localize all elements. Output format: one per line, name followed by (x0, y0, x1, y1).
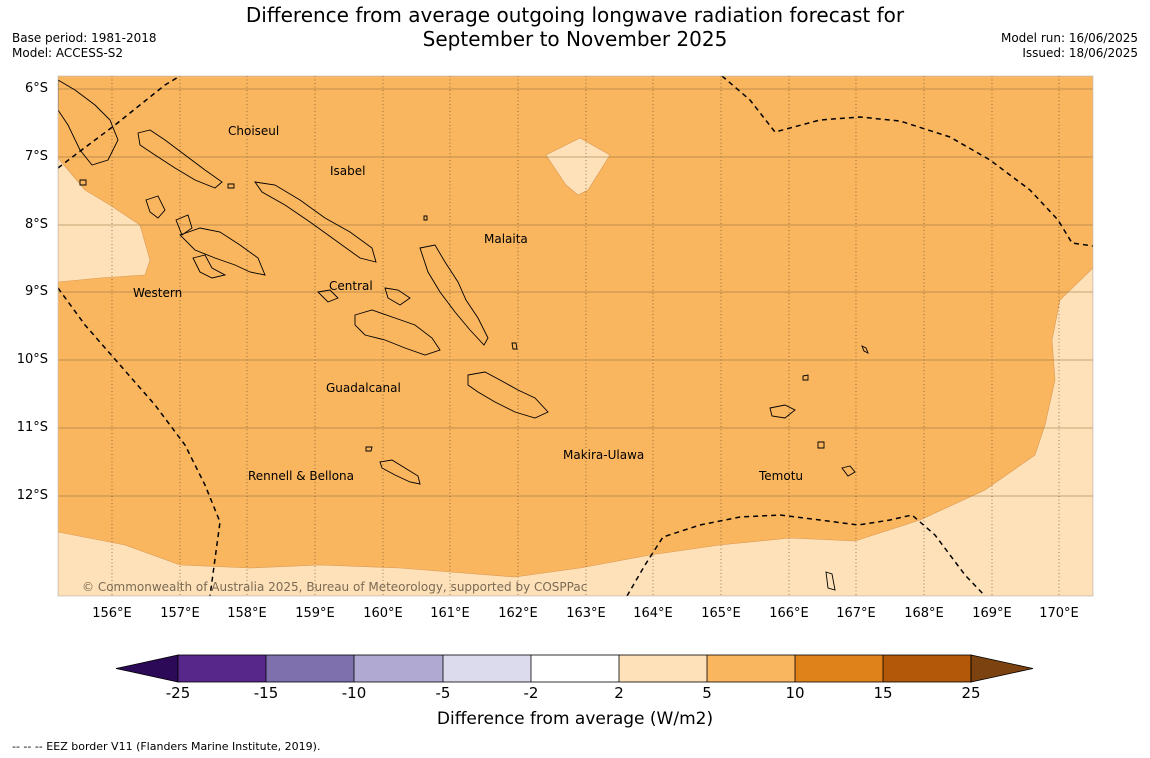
lat-label-12s: 12°S (16, 488, 48, 503)
region-label-guadalcanal: Guadalcanal (326, 381, 401, 395)
colorbar-segment (619, 655, 707, 682)
lon-label-165e: 165°E (701, 606, 741, 621)
colorbar-segment (178, 655, 266, 682)
colorbar-segment (707, 655, 795, 682)
small-islet-3 (227, 183, 235, 189)
lat-label-9s: 9°S (24, 284, 48, 299)
lat-label-11s: 11°S (16, 420, 48, 435)
vella-lavella-island (145, 195, 166, 219)
small-islet-2 (423, 215, 428, 221)
lat-label-6s: 6°S (24, 81, 48, 96)
colorbar-min-extension (115, 654, 179, 683)
colorbar-tick: -5 (435, 684, 451, 702)
colorbar-tick: -25 (165, 684, 191, 702)
lon-label-161e: 161°E (430, 606, 470, 621)
eez-legend-footer: -- -- -- EEZ border V11 (Flanders Marine… (12, 740, 321, 753)
new-georgia-island (179, 227, 266, 276)
colorbar-tick: -10 (341, 684, 367, 702)
region-label-makira-ulawa: Makira-Ulawa (563, 448, 645, 462)
meta-left: Base period: 1981-2018 Model: ACCESS-S2 (12, 31, 157, 61)
model-run: Model run: 16/06/2025 (1000, 31, 1138, 45)
region-label-isabel: Isabel (330, 164, 366, 178)
lon-label-166e: 166°E (769, 606, 809, 621)
region-label-central: Central (329, 279, 373, 293)
issued-date: Issued: 18/06/2025 (1022, 46, 1138, 60)
lon-label-159e: 159°E (295, 606, 335, 621)
santa-cruz-island (769, 404, 796, 419)
region-label-malaita: Malaita (484, 232, 528, 246)
reef-islands (802, 374, 809, 381)
lat-label-10s: 10°S (16, 352, 48, 367)
lon-label-164e: 164°E (633, 606, 673, 621)
lon-label-168e: 168°E (904, 606, 944, 621)
ulawa-island (511, 342, 518, 350)
colorbar-max-extension (970, 654, 1034, 683)
small-islet-1 (861, 345, 869, 354)
region-label-choiseul: Choiseul (228, 124, 280, 138)
lon-label-169e: 169°E (972, 606, 1012, 621)
bougainville-tip (58, 79, 119, 166)
bellona-island (365, 446, 373, 452)
anomaly-2-5-south (58, 267, 1093, 596)
anuta-island (825, 571, 836, 591)
coastlines (58, 79, 869, 591)
lon-label-163e: 163°E (566, 606, 606, 621)
eez-border (58, 76, 1093, 596)
colorbar-tick: -15 (253, 684, 279, 702)
base-period: Base period: 1981-2018 (12, 31, 157, 45)
map-title: Difference from average outgoing longwav… (200, 3, 950, 51)
malaita-island (419, 244, 489, 346)
region-label-rennell-bellona: Rennell & Bellona (248, 469, 355, 483)
russell-islands (384, 287, 411, 306)
copyright-notice: © Commonwealth of Australia 2025, Bureau… (82, 580, 588, 594)
kolombangara-island (175, 214, 193, 236)
lat-label-7s: 7°S (24, 149, 48, 164)
lon-label-160e: 160°E (363, 606, 403, 621)
title-line-2: September to November 2025 (422, 27, 728, 51)
choiseul-island (137, 129, 223, 189)
region-label-western: Western (133, 286, 183, 300)
colorbar-tick: 10 (785, 684, 805, 702)
lon-label-156e: 156°E (92, 606, 132, 621)
colorbar-tick: 25 (961, 684, 981, 702)
colorbar-segment (531, 655, 619, 682)
lat-label-8s: 8°S (24, 217, 48, 232)
lon-label-157e: 157°E (160, 606, 200, 621)
small-islet-4 (79, 179, 87, 186)
utupua-island (817, 441, 825, 449)
meta-right: Model run: 16/06/2025 Issued: 18/06/2025 (1001, 31, 1138, 61)
lon-label-170e: 170°E (1039, 606, 1079, 621)
graticule (58, 88, 1093, 497)
makira-island (467, 371, 549, 419)
rendova-island (192, 254, 227, 279)
rennell-island (379, 459, 421, 485)
lon-label-158e: 158°E (227, 606, 267, 621)
colorbar-segment (354, 655, 443, 682)
isabel-island (254, 181, 377, 263)
colorbar-tick: 2 (614, 684, 624, 702)
colorbar-segment (266, 655, 354, 682)
title-line-1: Difference from average outgoing longwav… (245, 3, 905, 27)
colorbar-label: Difference from average (W/m2) (436, 709, 714, 729)
colorbar-tick: -2 (523, 684, 539, 702)
model-name: Model: ACCESS-S2 (12, 46, 124, 60)
colorbar-segment (795, 655, 883, 682)
anomaly-2-5-west (58, 157, 151, 283)
anomaly-2-5-north (545, 137, 611, 196)
colorbar-tick: 5 (702, 684, 712, 702)
florida-islands (317, 289, 339, 303)
region-label-temotu: Temotu (759, 469, 804, 483)
colorbar-segment (443, 655, 531, 682)
colorbar-segment (883, 655, 971, 682)
lon-label-162e: 162°E (498, 606, 538, 621)
guadalcanal-island (354, 309, 441, 356)
vanikoro-island (841, 465, 856, 477)
colorbar-tick: 15 (873, 684, 893, 702)
lon-label-167e: 167°E (836, 606, 876, 621)
